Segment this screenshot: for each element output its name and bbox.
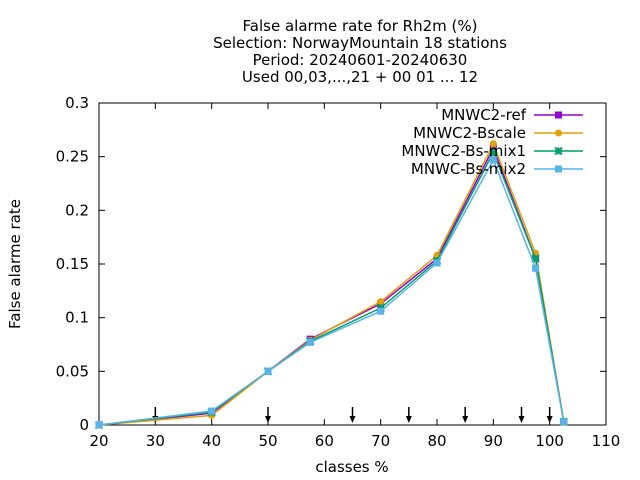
y-tick-label: 0.05 (56, 362, 89, 380)
y-tick-label: 0.2 (65, 201, 89, 219)
data-point-core (556, 149, 561, 153)
x-tick-label: 30 (146, 432, 165, 450)
data-point-core (533, 256, 538, 261)
data-point (489, 156, 497, 164)
data-point (489, 140, 497, 148)
x-tick-label: 50 (258, 432, 277, 450)
legend-label: MNWC-Bs-mix2 (411, 160, 526, 178)
x-tick-label: 60 (315, 432, 334, 450)
title-line-4: Used 00,03,...,21 + 00 01 ... 12 (242, 68, 478, 86)
y-tick-label: 0.15 (56, 255, 89, 273)
data-point (208, 407, 216, 415)
series-MNWC-Bs-mix2 (95, 156, 568, 429)
arrow-head (405, 416, 412, 423)
y-tick-label: 0.1 (65, 309, 89, 327)
y-tick-label: 0.3 (65, 94, 89, 112)
title-line-2: Selection: NorwayMountain 18 stations (213, 34, 507, 52)
series-layer (94, 140, 568, 430)
data-point (555, 129, 562, 137)
data-point (377, 307, 385, 315)
data-point (489, 144, 497, 152)
x-axis-label: classes % (315, 458, 388, 476)
data-point (555, 111, 562, 119)
x-axis: 20 30 40 50 60 70 80 90 100 110 (89, 103, 620, 450)
arrow-head (462, 416, 469, 423)
y-axis: 0 0.05 0.1 0.15 0.2 0.25 0.3 (56, 94, 606, 434)
data-point (95, 421, 103, 429)
title-line-1: False alarme rate for Rh2m (%) (243, 17, 478, 35)
series-line (98, 146, 565, 426)
x-tick-label: 40 (202, 432, 221, 450)
legend-label: MNWC2-Bscale (413, 124, 526, 142)
legend: MNWC2-refMNWC2-BscaleMNWC2-Bs-mix1MNWC-B… (401, 106, 583, 178)
plot-frame (98, 102, 607, 426)
data-point (560, 418, 568, 426)
data-point (555, 165, 562, 173)
arrow-head (546, 416, 553, 423)
y-tick-label: 0 (79, 416, 89, 434)
legend-label: MNWC2-Bs-mix1 (401, 142, 526, 160)
data-point (264, 367, 272, 375)
chart-title: False alarme rate for Rh2m (%) Selection… (213, 17, 507, 86)
legend-label: MNWC2-ref (441, 106, 526, 124)
data-point (377, 298, 385, 306)
x-tick-label: 90 (484, 432, 503, 450)
series-MNWC2-ref (95, 144, 568, 429)
arrow-head (349, 416, 356, 423)
x-tick-label: 110 (592, 432, 621, 450)
x-tick-label: 100 (535, 432, 564, 450)
series-line (98, 150, 565, 426)
data-point (532, 264, 540, 272)
data-point-core (491, 150, 496, 155)
x-tick-label: 70 (371, 432, 390, 450)
series-line (98, 158, 565, 426)
data-point (306, 338, 314, 346)
series-line (98, 141, 565, 426)
y-tick-label: 0.25 (56, 148, 89, 166)
series-MNWC2-Bs-mix1 (94, 148, 568, 430)
y-axis-label: False alarme rate (6, 199, 24, 329)
arrow-head (265, 416, 271, 423)
x-tick-label: 80 (427, 432, 446, 450)
data-point (433, 259, 441, 267)
title-line-3: Period: 20240601-20240630 (253, 51, 468, 69)
x-tick-label: 20 (89, 432, 108, 450)
series-MNWC2-Bscale (95, 140, 568, 429)
arrow-head (518, 416, 525, 423)
